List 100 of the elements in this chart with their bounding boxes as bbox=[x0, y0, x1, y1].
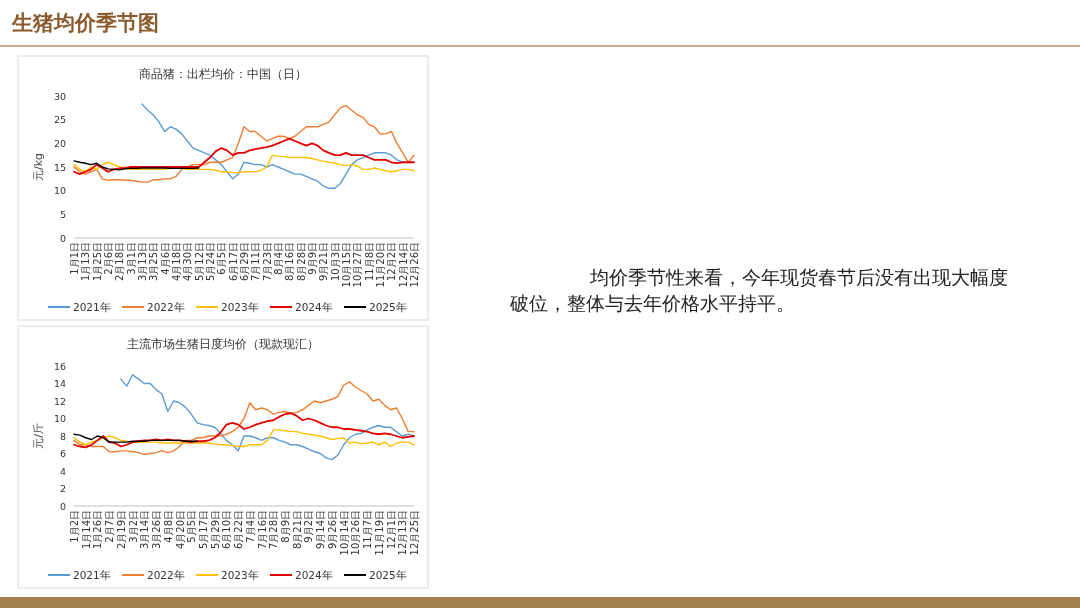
x-tick-label: 9月26日 bbox=[326, 510, 338, 550]
y-tick-label: 10 bbox=[53, 413, 66, 424]
x-tick-label: 1月13日 bbox=[80, 242, 92, 282]
legend-label: 2023年 bbox=[221, 569, 259, 581]
text: 均价季节性来看，今年现货春节后没有出现大幅度破位，整体与去年价格水平持平。 bbox=[509, 266, 1008, 314]
y-tick-label: 5 bbox=[59, 208, 66, 220]
x-tick-label: 4月18日 bbox=[171, 242, 182, 282]
x-tick-label: 7月23日 bbox=[261, 242, 273, 282]
x-tick-label: 1月1日 bbox=[69, 242, 80, 275]
line-series bbox=[73, 433, 198, 443]
x-tick-label: 9月9日 bbox=[307, 242, 318, 275]
x-tick-label: 10月3日 bbox=[329, 242, 341, 282]
x-tick-label: 1月26日 bbox=[92, 510, 104, 550]
y-tick-label: 20 bbox=[53, 137, 66, 149]
line-series bbox=[73, 137, 415, 175]
line-series bbox=[73, 381, 415, 456]
chart-title: 商品猪：出栏均价：中国（日） bbox=[139, 67, 307, 81]
legend-label: 2022年 bbox=[147, 301, 185, 313]
x-tick-label: 10月27日 bbox=[352, 242, 364, 288]
x-tick-label: 10月15日 bbox=[341, 242, 352, 288]
x-tick-label: 9月2日 bbox=[303, 510, 315, 543]
x-tick-label: 7月16日 bbox=[256, 510, 268, 550]
legend-label: 2021年 bbox=[73, 569, 111, 581]
line-series bbox=[73, 160, 200, 171]
y-tick-label: 30 bbox=[53, 90, 66, 102]
line-series bbox=[73, 429, 415, 448]
line-series bbox=[141, 103, 404, 189]
x-tick-label: 12月13日 bbox=[397, 510, 409, 556]
x-tick-label: 4月8日 bbox=[162, 510, 174, 543]
line-series bbox=[73, 154, 415, 174]
x-tick-label: 12月25日 bbox=[409, 510, 420, 556]
x-tick-label: 3月1日 bbox=[125, 242, 137, 275]
x-tick-label: 10月26日 bbox=[350, 510, 362, 556]
y-axis-title: 元/kg bbox=[32, 152, 45, 182]
chart-title: 主流市场生猪日度均价（现款现汇） bbox=[127, 337, 319, 351]
x-tick-label: 6月17日 bbox=[227, 242, 239, 282]
y-tick-label: 2 bbox=[59, 483, 66, 494]
x-tick-label: 3月13日 bbox=[137, 242, 148, 282]
x-tick-label: 11月8日 bbox=[363, 242, 375, 282]
x-tick-label: 5月17日 bbox=[197, 510, 209, 550]
legend-label: 2023年 bbox=[221, 301, 259, 313]
x-tick-label: 12月1日 bbox=[385, 510, 397, 550]
y-tick-label: 4 bbox=[59, 465, 66, 477]
y-tick-label: 16 bbox=[53, 360, 66, 372]
x-tick-label: 5月24日 bbox=[205, 242, 216, 282]
x-tick-label: 12月14日 bbox=[397, 242, 409, 288]
y-tick-label: 0 bbox=[59, 232, 66, 244]
legend-label: 2021年 bbox=[73, 301, 111, 313]
x-tick-label: 6月22日 bbox=[233, 510, 245, 550]
y-tick-label: 6 bbox=[59, 448, 66, 459]
x-tick-label: 4月20日 bbox=[174, 510, 186, 550]
y-axis-title: 元/斤 bbox=[32, 423, 45, 449]
y-tick-label: 15 bbox=[53, 161, 66, 173]
x-tick-label: 5月5日 bbox=[186, 510, 198, 543]
x-tick-label: 2月18日 bbox=[114, 242, 126, 282]
x-tick-label: 5月29日 bbox=[209, 510, 221, 550]
legend-label: 2024年 bbox=[295, 301, 333, 313]
x-tick-label: 8月4日 bbox=[273, 242, 284, 275]
x-tick-label: 3月26日 bbox=[151, 510, 163, 550]
y-tick-label: 14 bbox=[53, 378, 66, 389]
x-tick-label: 3月14日 bbox=[139, 510, 151, 550]
legend-label: 2025年 bbox=[369, 301, 407, 313]
y-tick-label: 12 bbox=[53, 395, 66, 407]
x-tick-label: 6月29日 bbox=[239, 242, 250, 282]
x-tick-label: 2月7日 bbox=[104, 510, 116, 543]
x-tick-label: 11月20日 bbox=[375, 242, 386, 288]
text: 生猪均价季节图 bbox=[11, 11, 159, 35]
x-tick-label: 11月7日 bbox=[362, 510, 374, 550]
legend-label: 2025年 bbox=[369, 569, 407, 581]
x-tick-label: 8月9日 bbox=[280, 510, 292, 543]
x-tick-label: 7月28日 bbox=[268, 510, 280, 550]
y-tick-label: 8 bbox=[59, 430, 66, 442]
x-tick-label: 6月5日 bbox=[216, 242, 228, 275]
x-tick-label: 12月26日 bbox=[409, 242, 420, 288]
line-series bbox=[73, 104, 415, 183]
x-tick-label: 9月14日 bbox=[315, 510, 327, 550]
x-tick-label: 7月11日 bbox=[250, 242, 262, 282]
x-tick-label: 1月14日 bbox=[80, 510, 92, 550]
x-tick-label: 4月6日 bbox=[159, 242, 171, 275]
x-tick-label: 7月4日 bbox=[244, 510, 256, 543]
line-series bbox=[73, 412, 415, 449]
x-tick-label: 11月19日 bbox=[373, 510, 385, 556]
y-tick-label: 25 bbox=[53, 114, 66, 126]
x-tick-label: 2月19日 bbox=[115, 510, 127, 550]
legend-label: 2022年 bbox=[147, 569, 185, 581]
y-tick-label: 0 bbox=[59, 500, 66, 512]
x-tick-label: 12月2日 bbox=[386, 242, 398, 282]
x-tick-label: 8月16日 bbox=[284, 242, 296, 282]
y-tick-label: 10 bbox=[53, 185, 66, 197]
x-tick-label: 3月2日 bbox=[127, 510, 139, 543]
x-tick-label: 8月21日 bbox=[291, 510, 303, 550]
x-tick-label: 2月6日 bbox=[103, 242, 114, 275]
x-tick-label: 1月25日 bbox=[91, 242, 103, 282]
x-tick-label: 1月2日 bbox=[69, 510, 80, 543]
x-tick-label: 6月10日 bbox=[221, 510, 233, 550]
x-tick-label: 10月14日 bbox=[338, 510, 350, 556]
x-tick-label: 9月21日 bbox=[318, 242, 330, 282]
legend-label: 2024年 bbox=[295, 569, 333, 581]
x-tick-label: 5月12日 bbox=[193, 242, 205, 282]
x-tick-label: 3月25日 bbox=[148, 242, 160, 282]
